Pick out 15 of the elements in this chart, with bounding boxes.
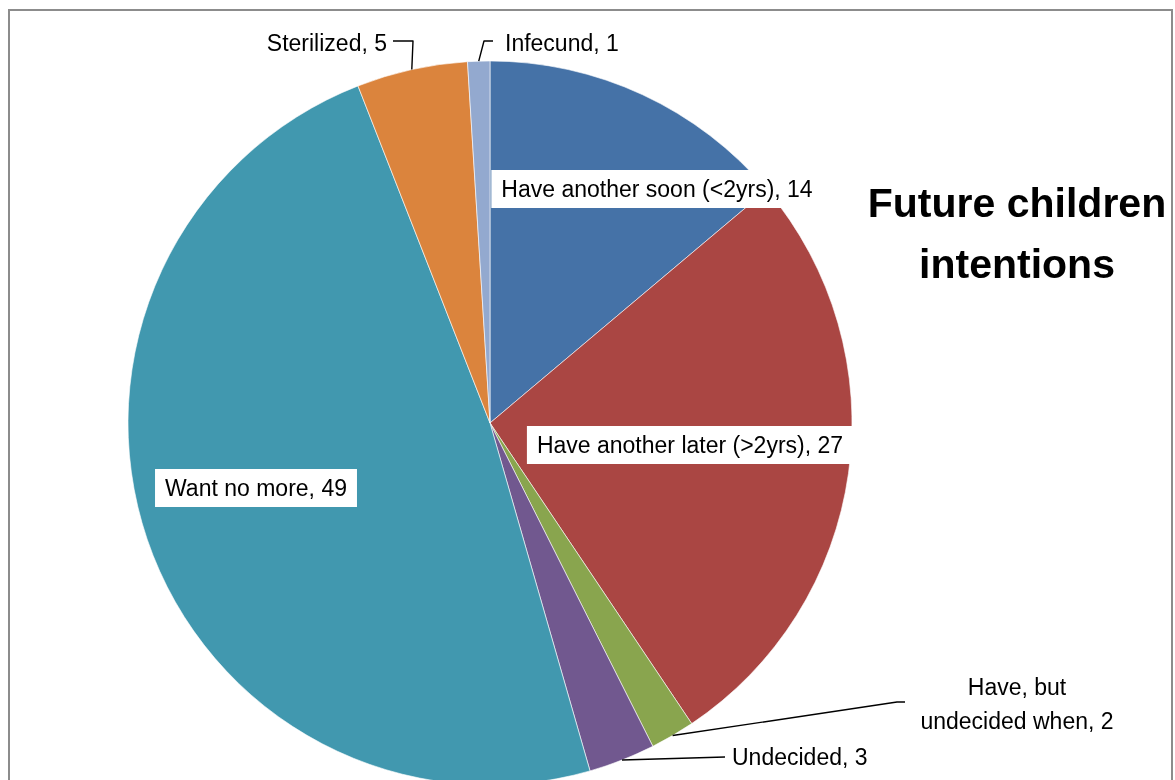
data-label: , 27: [804, 432, 844, 459]
data-label: , 3: [841, 744, 868, 771]
slice-label: Infecund: [505, 30, 594, 57]
data-label: , 5: [361, 30, 388, 57]
slice-label: Want no more: [165, 475, 309, 502]
slice-label: Have, but undecided when: [920, 674, 1088, 735]
slice-label: Sterilized: [266, 30, 362, 57]
text: Future children intentions: [867, 180, 1167, 287]
slice-label: Undecided: [732, 744, 842, 771]
slice-label: Have another soon (<2yrs): [501, 176, 775, 203]
data-label: , 14: [774, 176, 813, 203]
data-label: , 2: [1087, 708, 1114, 735]
data-label: , 49: [308, 475, 347, 502]
slice-label: Have another later (>2yrs): [536, 432, 805, 459]
data-label: , 1: [593, 30, 619, 57]
